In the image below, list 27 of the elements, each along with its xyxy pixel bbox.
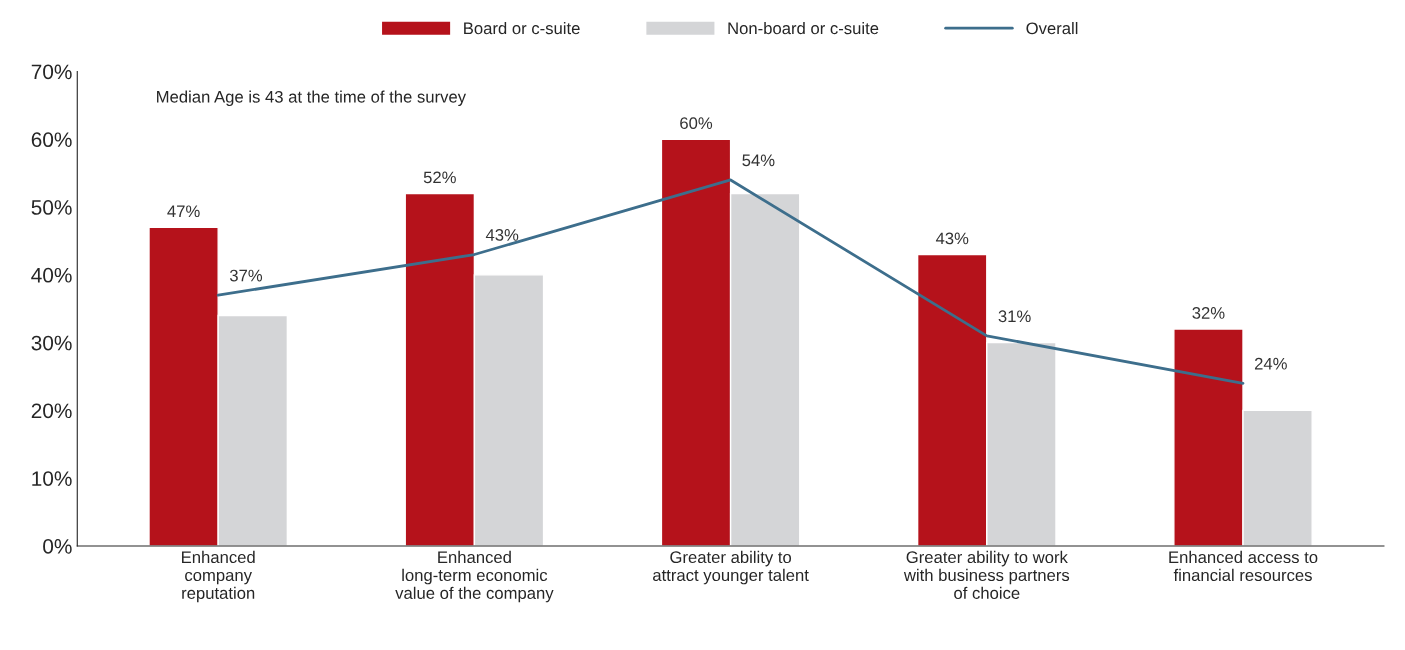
annotation: Median Age is 43 at the time of the survey [157,90,467,107]
data-label: 24% [1254,357,1287,370]
y-tick-label: 40% [31,267,72,283]
data-label: 60% [680,117,713,130]
y-tick-label: 50% [31,200,72,215]
y-tick-label: 70% [31,64,72,80]
legend-label: Overall [1026,21,1078,35]
legend-label: Board or c-suite [464,21,580,35]
data-label: 47% [167,205,200,218]
x-tick-label: Enhanced company reputation [182,550,255,603]
y-tick-label: 60% [31,132,72,148]
x-tick-label: Greater ability to work with business partners of choice [903,550,1070,600]
data-label: 32% [1192,307,1225,319]
y-tick-label: 0% [43,539,72,554]
data-label: 43% [935,232,969,245]
y-tick-label: 10% [32,471,72,486]
x-tick-label: Enhanced access to financial resources [1169,550,1318,582]
y-tick-label: 30% [31,335,72,351]
data-label: 43% [485,228,519,241]
data-label: 52% [423,171,456,184]
data-label: 37% [229,269,263,282]
legend-label: Non-board or c-suite [728,21,879,35]
data-label: 54% [742,154,775,167]
y-tick-label: 20% [31,403,72,419]
data-label: 31% [998,310,1031,323]
x-tick-label: Enhanced long-term economic value of the company [395,550,554,603]
x-tick-label: Greater ability to attract younger talent [653,550,809,585]
